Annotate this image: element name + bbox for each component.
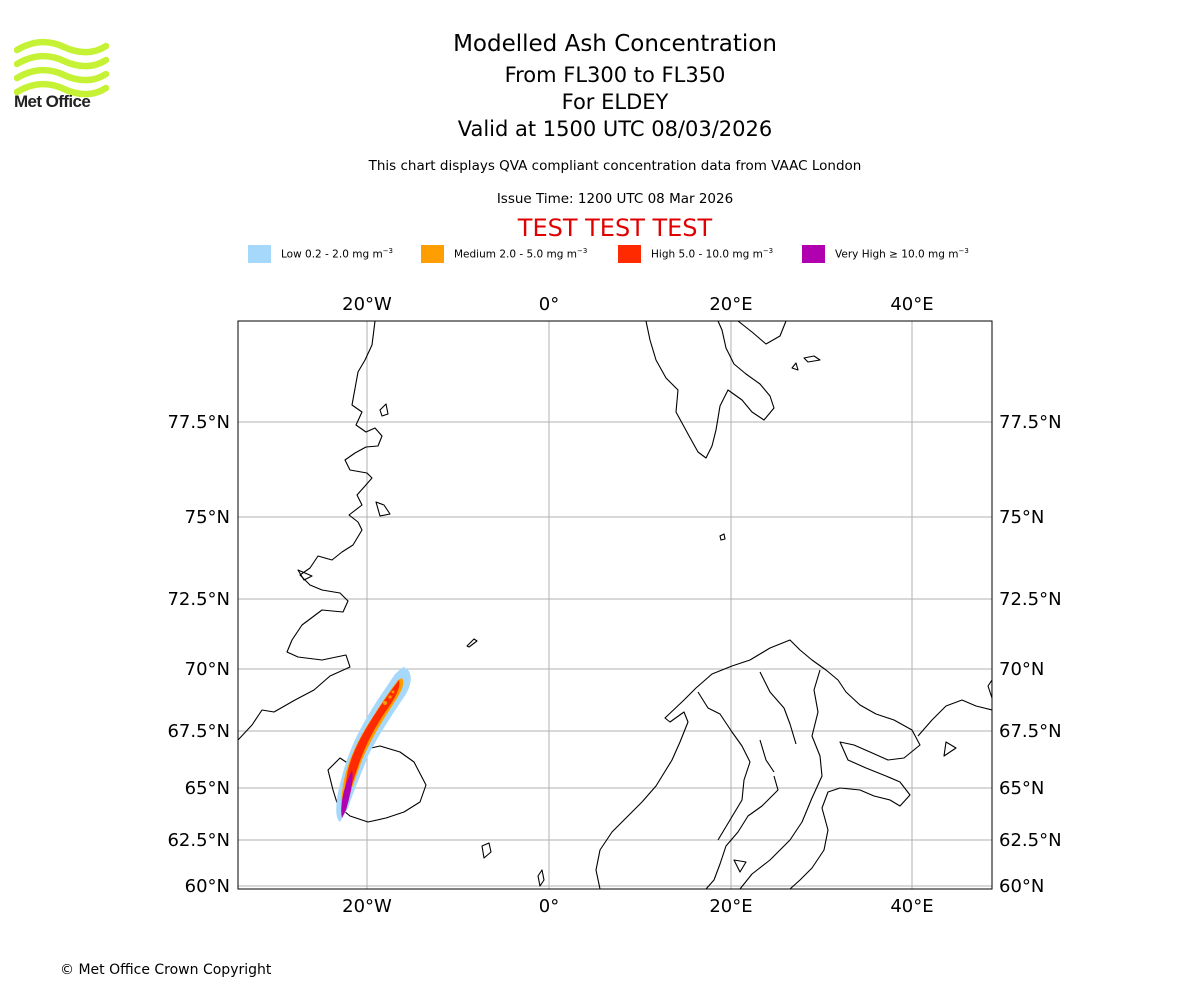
lat-label-right-65: 65°N: [999, 778, 1044, 799]
lat-label-left-67-5: 67.5°N: [167, 721, 230, 742]
legend-item-low: Low 0.2 - 2.0 mg m−3: [248, 244, 393, 264]
lat-label-right-60: 60°N: [999, 876, 1044, 897]
legend-swatch-low: [248, 245, 271, 263]
lat-label-right-70: 70°N: [999, 659, 1044, 680]
lat-label-right-72-5: 72.5°N: [999, 589, 1062, 610]
legend-exp-high: −3: [762, 247, 774, 256]
legend-exp-medium: −3: [576, 247, 588, 256]
lon-label-top-20w: 20°W: [342, 294, 392, 315]
lat-label-left-77-5: 77.5°N: [167, 412, 230, 433]
volcano-name: For ELDEY: [561, 90, 669, 114]
ash-plume-very-high: [341, 770, 353, 818]
lat-label-left-65: 65°N: [185, 778, 230, 799]
coastlines: [238, 321, 992, 889]
ash-plume: [336, 667, 411, 822]
lat-label-left-75: 75°N: [185, 507, 230, 528]
lat-label-right-62-5: 62.5°N: [999, 830, 1062, 851]
lat-label-left-72-5: 72.5°N: [167, 589, 230, 610]
lon-label-top-0: 0°: [539, 294, 559, 315]
legend-item-medium: Medium 2.0 - 5.0 mg m−3: [421, 244, 587, 264]
copyright-notice: © Met Office Crown Copyright: [60, 962, 272, 978]
chart-description: This chart displays QVA compliant concen…: [368, 158, 862, 174]
lat-label-left-70: 70°N: [185, 659, 230, 680]
legend-swatch-high: [618, 245, 641, 263]
lat-label-right-77-5: 77.5°N: [999, 412, 1062, 433]
gulf-of-bothnia-coast: [739, 669, 823, 889]
legend-exp-very-high: −3: [958, 247, 969, 256]
scandinavia-coast: [595, 639, 921, 889]
met-office-logo-icon: [14, 38, 109, 98]
legend-label-very-high: Very High ≥ 10.0 mg m: [835, 248, 959, 261]
map-gridlines: [238, 321, 992, 889]
svalbard-coast: [645, 321, 775, 459]
legend-swatch-medium: [421, 245, 444, 263]
lon-label-bottom-0: 0°: [539, 896, 559, 917]
logo-text: Met Office: [14, 92, 91, 111]
faroe-coast: [481, 842, 492, 859]
flight-level-range: From FL300 to FL350: [504, 63, 726, 87]
lat-label-right-75: 75°N: [999, 507, 1044, 528]
lat-label-left-60: 60°N: [185, 876, 230, 897]
lon-label-top-40e: 40°E: [890, 294, 933, 315]
ash-plume-medium: [341, 678, 404, 812]
lon-label-bottom-20e: 20°E: [709, 896, 752, 917]
test-banner: TEST TEST TEST: [517, 214, 713, 242]
jan-mayen-coast: [466, 638, 478, 648]
valid-time: Valid at 1500 UTC 08/03/2026: [457, 117, 773, 141]
legend-label-low: Low 0.2 - 2.0 mg m: [281, 248, 383, 261]
legend-label-medium: Medium 2.0 - 5.0 mg m: [454, 248, 577, 261]
lat-label-right-67-5: 67.5°N: [999, 721, 1062, 742]
legend-label-high: High 5.0 - 10.0 mg m: [651, 248, 763, 261]
lon-label-bottom-20w: 20°W: [342, 896, 392, 917]
legend-swatch-very-high: [802, 245, 825, 263]
lon-label-bottom-40e: 40°E: [890, 896, 933, 917]
chart-title: Modelled Ash Concentration: [453, 31, 777, 57]
lon-label-top-20e: 20°E: [709, 294, 752, 315]
legend-item-very-high: Very High ≥ 10.0 mg m−3: [802, 244, 969, 264]
map-frame: [237, 320, 993, 890]
issue-time: Issue Time: 1200 UTC 08 Mar 2026: [496, 191, 734, 207]
legend-exp-low: −3: [382, 247, 394, 256]
lat-label-left-62-5: 62.5°N: [167, 830, 230, 851]
greenland-coast: [238, 321, 383, 741]
legend-item-high: High 5.0 - 10.0 mg m−3: [618, 244, 773, 264]
